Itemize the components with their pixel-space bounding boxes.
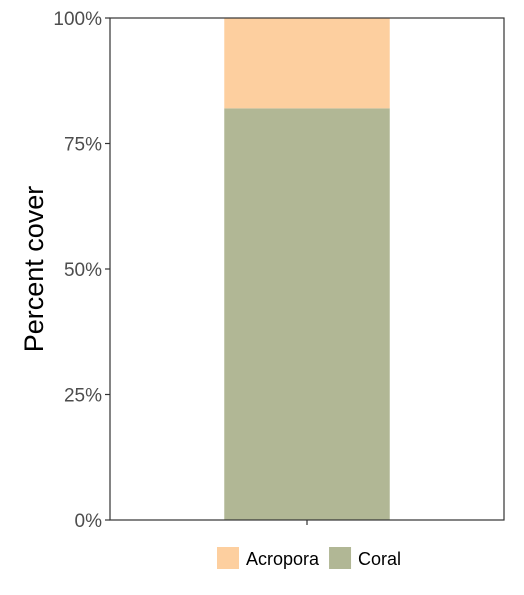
y-tick-label: 0% (75, 511, 103, 532)
y-tick-label: 75% (64, 135, 102, 156)
legend-label-coral: Coral (358, 549, 401, 569)
bar-segment-acropora (224, 18, 390, 109)
legend-label-acropora: Acropora (246, 549, 320, 569)
legend-key-acropora (217, 547, 239, 569)
y-axis-title: Percent cover (19, 186, 49, 353)
y-tick-label: 25% (64, 386, 102, 407)
bar-segment-coral (224, 108, 390, 521)
legend-key-coral (329, 547, 352, 569)
legend: Acropora Coral (217, 547, 401, 569)
y-tick-label: 100% (53, 9, 102, 30)
y-axis: 0% 25% 50% 75% 100% (53, 9, 110, 532)
y-tick-label: 50% (64, 260, 102, 281)
bars-layer (224, 18, 390, 521)
